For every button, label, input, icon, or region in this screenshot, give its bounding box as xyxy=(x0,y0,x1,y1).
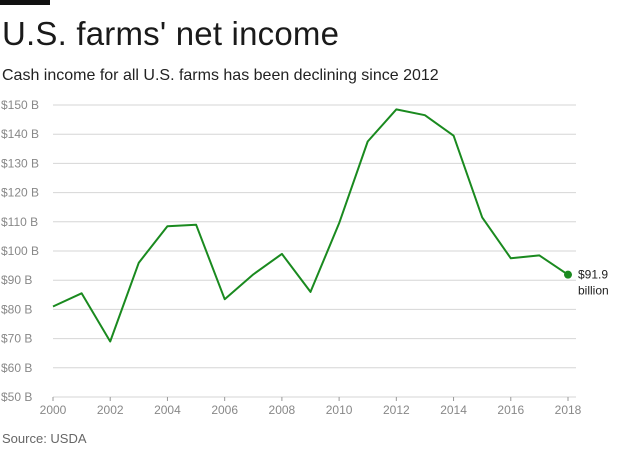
x-tick-label: 2004 xyxy=(154,403,181,417)
annotation: $91.9 billion xyxy=(564,268,609,298)
y-tick-label: $100 B xyxy=(1,244,39,258)
y-tick-label: $70 B xyxy=(1,332,32,346)
annotation-label: $91.9 xyxy=(578,268,608,282)
x-tick-label: 2012 xyxy=(383,403,410,417)
x-tick-label: 2016 xyxy=(497,403,524,417)
chart-subtitle: Cash income for all U.S. farms has been … xyxy=(2,67,439,84)
series-line xyxy=(52,108,569,343)
y-tick-label: $120 B xyxy=(1,186,39,200)
series-layer xyxy=(52,108,569,343)
chart-title: U.S. farms' net income xyxy=(2,15,340,52)
x-tick-label: 2000 xyxy=(40,403,67,417)
y-tick-label: $90 B xyxy=(1,273,32,287)
x-tick-label: 2002 xyxy=(97,403,124,417)
y-tick-label: $130 B xyxy=(1,156,39,170)
x-tick-label: 2006 xyxy=(211,403,238,417)
x-tick-label: 2014 xyxy=(440,403,467,417)
x-tick-label: 2008 xyxy=(269,403,296,417)
y-tick-label: $140 B xyxy=(1,127,39,141)
y-tick-label: $150 B xyxy=(1,98,39,112)
y-tick-label: $60 B xyxy=(1,361,32,375)
line-chart: $50 B $60 B $70 B $80 B $90 B $100 B $110 B $12… xyxy=(1,98,609,417)
y-tick-label: $80 B xyxy=(1,302,32,316)
source-note: Source: USDA xyxy=(2,431,87,446)
y-tick-label: $110 B xyxy=(1,215,38,229)
x-axis-ticks: 2000 2002 2004 2006 2008 2010 2012 2014 2016 2018 xyxy=(40,397,582,417)
annotation-label: billion xyxy=(578,284,609,298)
x-tick-label: 2018 xyxy=(555,403,582,417)
last-point-marker xyxy=(564,270,572,279)
x-tick-label: 2010 xyxy=(326,403,353,417)
grid xyxy=(53,104,576,398)
y-axis-ticks: $50 B $60 B $70 B $80 B $90 B $100 B $110 B $12… xyxy=(1,98,39,404)
top-accent-bar xyxy=(0,0,50,5)
y-tick-label: $50 B xyxy=(1,390,32,404)
